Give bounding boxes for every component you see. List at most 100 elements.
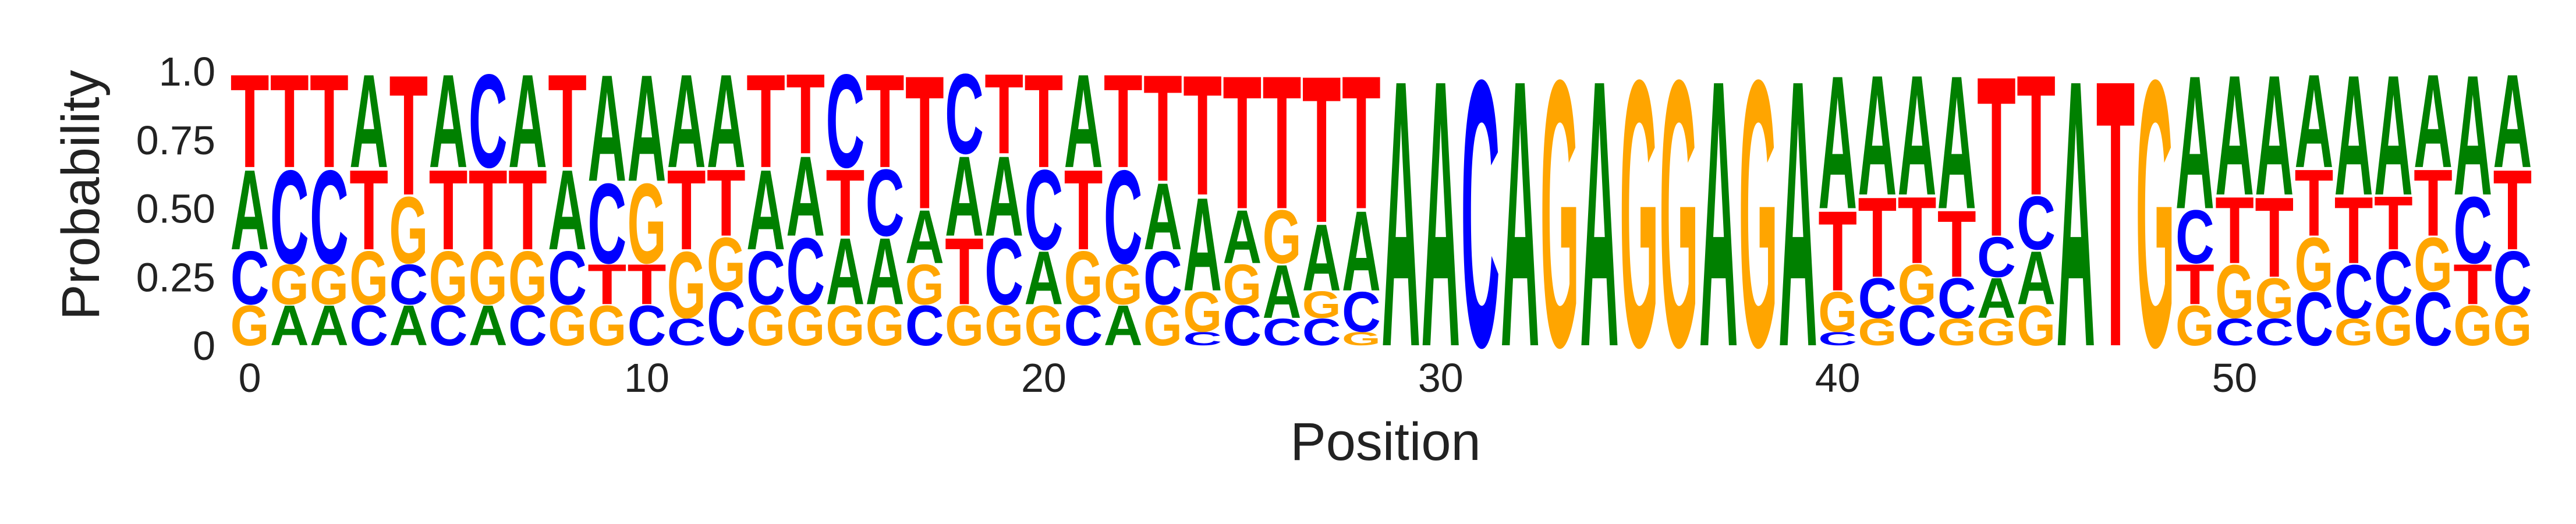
logo-letter-a: A [866, 219, 905, 325]
logo-letter-c: C [1937, 267, 1976, 330]
logo-letter-c: C [2334, 249, 2373, 335]
logo-letter-g: G [984, 294, 1023, 358]
logo-letter-a: A [1977, 267, 2016, 330]
logo-letter-a: A [508, 47, 547, 196]
logo-letter-t: T [2414, 150, 2453, 256]
logo-letter-a: A [2334, 40, 2373, 231]
logo-letter-c: C [1183, 328, 1222, 349]
logo-letter-a: A [1501, 1, 1540, 426]
y-tick-label: 0 [193, 323, 215, 369]
logo-letter-c: C [826, 47, 865, 196]
logo-letter-g: G [1143, 294, 1182, 358]
logo-letter-c: C [231, 236, 270, 321]
logo-letter-t: T [628, 253, 667, 317]
logo-letter-a: A [389, 295, 428, 358]
logo-letter-g: G [2017, 294, 2056, 358]
y-tick-label: 1.0 [159, 49, 215, 94]
logo-letter-t: T [2334, 178, 2373, 284]
logo-letter-a: A [1263, 249, 1302, 335]
logo-letter-a: A [2215, 40, 2254, 231]
logo-letter-c: C [1818, 328, 1857, 349]
logo-letter-c: C [2453, 178, 2492, 284]
logo-letter-t: T [429, 146, 468, 274]
logo-letter-t: T [945, 218, 984, 324]
logo-letter-a: A [1064, 47, 1103, 196]
logo-letter-c: C [310, 143, 349, 292]
logo-letter-t: T [389, 40, 428, 232]
logo-letter-t: T [587, 253, 626, 317]
x-tick-label: 50 [2212, 355, 2258, 401]
logo-letter-a: A [2493, 47, 2532, 196]
logo-letter-c: C [469, 47, 508, 196]
logo-letter-g: G [508, 236, 547, 320]
logo-letter-a: A [667, 47, 706, 196]
logo-letter-a: A [1858, 40, 1897, 231]
logo-letter-t: T [508, 146, 547, 274]
logo-letter-g: G [1660, 1, 1699, 426]
logo-letter-c: C [1342, 281, 1381, 344]
logo-letter-g: G [389, 177, 428, 284]
logo-letter-t: T [2215, 178, 2254, 284]
logo-letter-t: T [1223, 36, 1262, 249]
logo-letter-g: G [628, 161, 667, 288]
logo-letter-a: A [1898, 40, 1937, 231]
logo-letter-t: T [905, 36, 944, 249]
logo-letter-a: A [349, 47, 388, 196]
logo-letter-a: A [310, 295, 349, 358]
logo-letter-c: C [429, 295, 468, 358]
logo-letter-t: T [1898, 178, 1937, 284]
logo-letter-c: C [866, 150, 905, 256]
logo-letter-c: C [1858, 267, 1897, 330]
logo-letter-g: G [1064, 236, 1103, 320]
logo-letter-g: G [429, 236, 468, 320]
x-tick-label: 0 [239, 355, 261, 401]
logo-letter-a: A [628, 43, 667, 213]
logo-letter-a: A [429, 47, 468, 196]
logo-letter-a: A [1104, 295, 1143, 358]
logo-letter-t: T [1183, 40, 1222, 232]
logo-letter-g: G [2334, 311, 2373, 354]
x-axis: 0 10 20 30 40 50 [239, 355, 2258, 401]
logo-letter-c: C [1064, 295, 1103, 358]
x-tick-label: 30 [1418, 355, 1464, 401]
logo-letter-a: A [2414, 47, 2453, 196]
logo-letter-t: T [1342, 36, 1381, 249]
logo-letter-c: C [628, 295, 667, 358]
x-tick-label: 20 [1021, 355, 1066, 401]
logo-letter-g: G [826, 294, 865, 358]
logo-letter-c: C [1223, 295, 1262, 358]
logo-letter-a: A [1699, 1, 1738, 426]
logo-letter-c: C [1104, 143, 1143, 292]
logo-letter-t: T [349, 146, 388, 274]
logo-letter-c: C [389, 253, 428, 317]
logo-letter-c: C [2017, 180, 2056, 266]
logo-letter-g: G [1104, 253, 1143, 317]
logo-letter-g: G [746, 294, 785, 358]
logo-letter-c: C [1302, 310, 1341, 353]
y-axis: 0 0.25 0.50 0.75 1.0 [136, 49, 215, 369]
logo-letter-g: G [1024, 294, 1063, 358]
logo-letter-a: A [270, 295, 309, 358]
logo-letter-a: A [2453, 40, 2492, 231]
y-axis-title: Probability [51, 70, 111, 320]
logo-letter-t: T [1064, 146, 1103, 274]
logo-letter-t: T [2096, 1, 2135, 427]
logo-letter-t: T [826, 150, 865, 256]
x-tick-label: 10 [624, 355, 669, 401]
logo-letter-g: G [310, 253, 349, 317]
logo-letter-a: A [905, 194, 944, 280]
logo-letter-a: A [1024, 236, 1063, 321]
logo-letter-t: T [1024, 47, 1063, 196]
logo-letter-t: T [786, 49, 825, 178]
logo-letter-t: T [548, 47, 587, 196]
logo-letter-g: G [786, 294, 825, 358]
logo-letter-a: A [1778, 1, 1817, 426]
logo-letter-a: A [1421, 1, 1460, 426]
logo-letter-g: G [1739, 1, 1778, 426]
logo-letter-t: T [2453, 253, 2492, 317]
logo-letter-t: T [1263, 36, 1302, 249]
logo-letter-t: T [866, 47, 905, 196]
logo-plot-area: GCATAGCTAGCTCGTAACGTCGTAAGTCCGTAGCATGTCA… [231, 1, 2532, 427]
logo-letter-t: T [2255, 173, 2294, 301]
